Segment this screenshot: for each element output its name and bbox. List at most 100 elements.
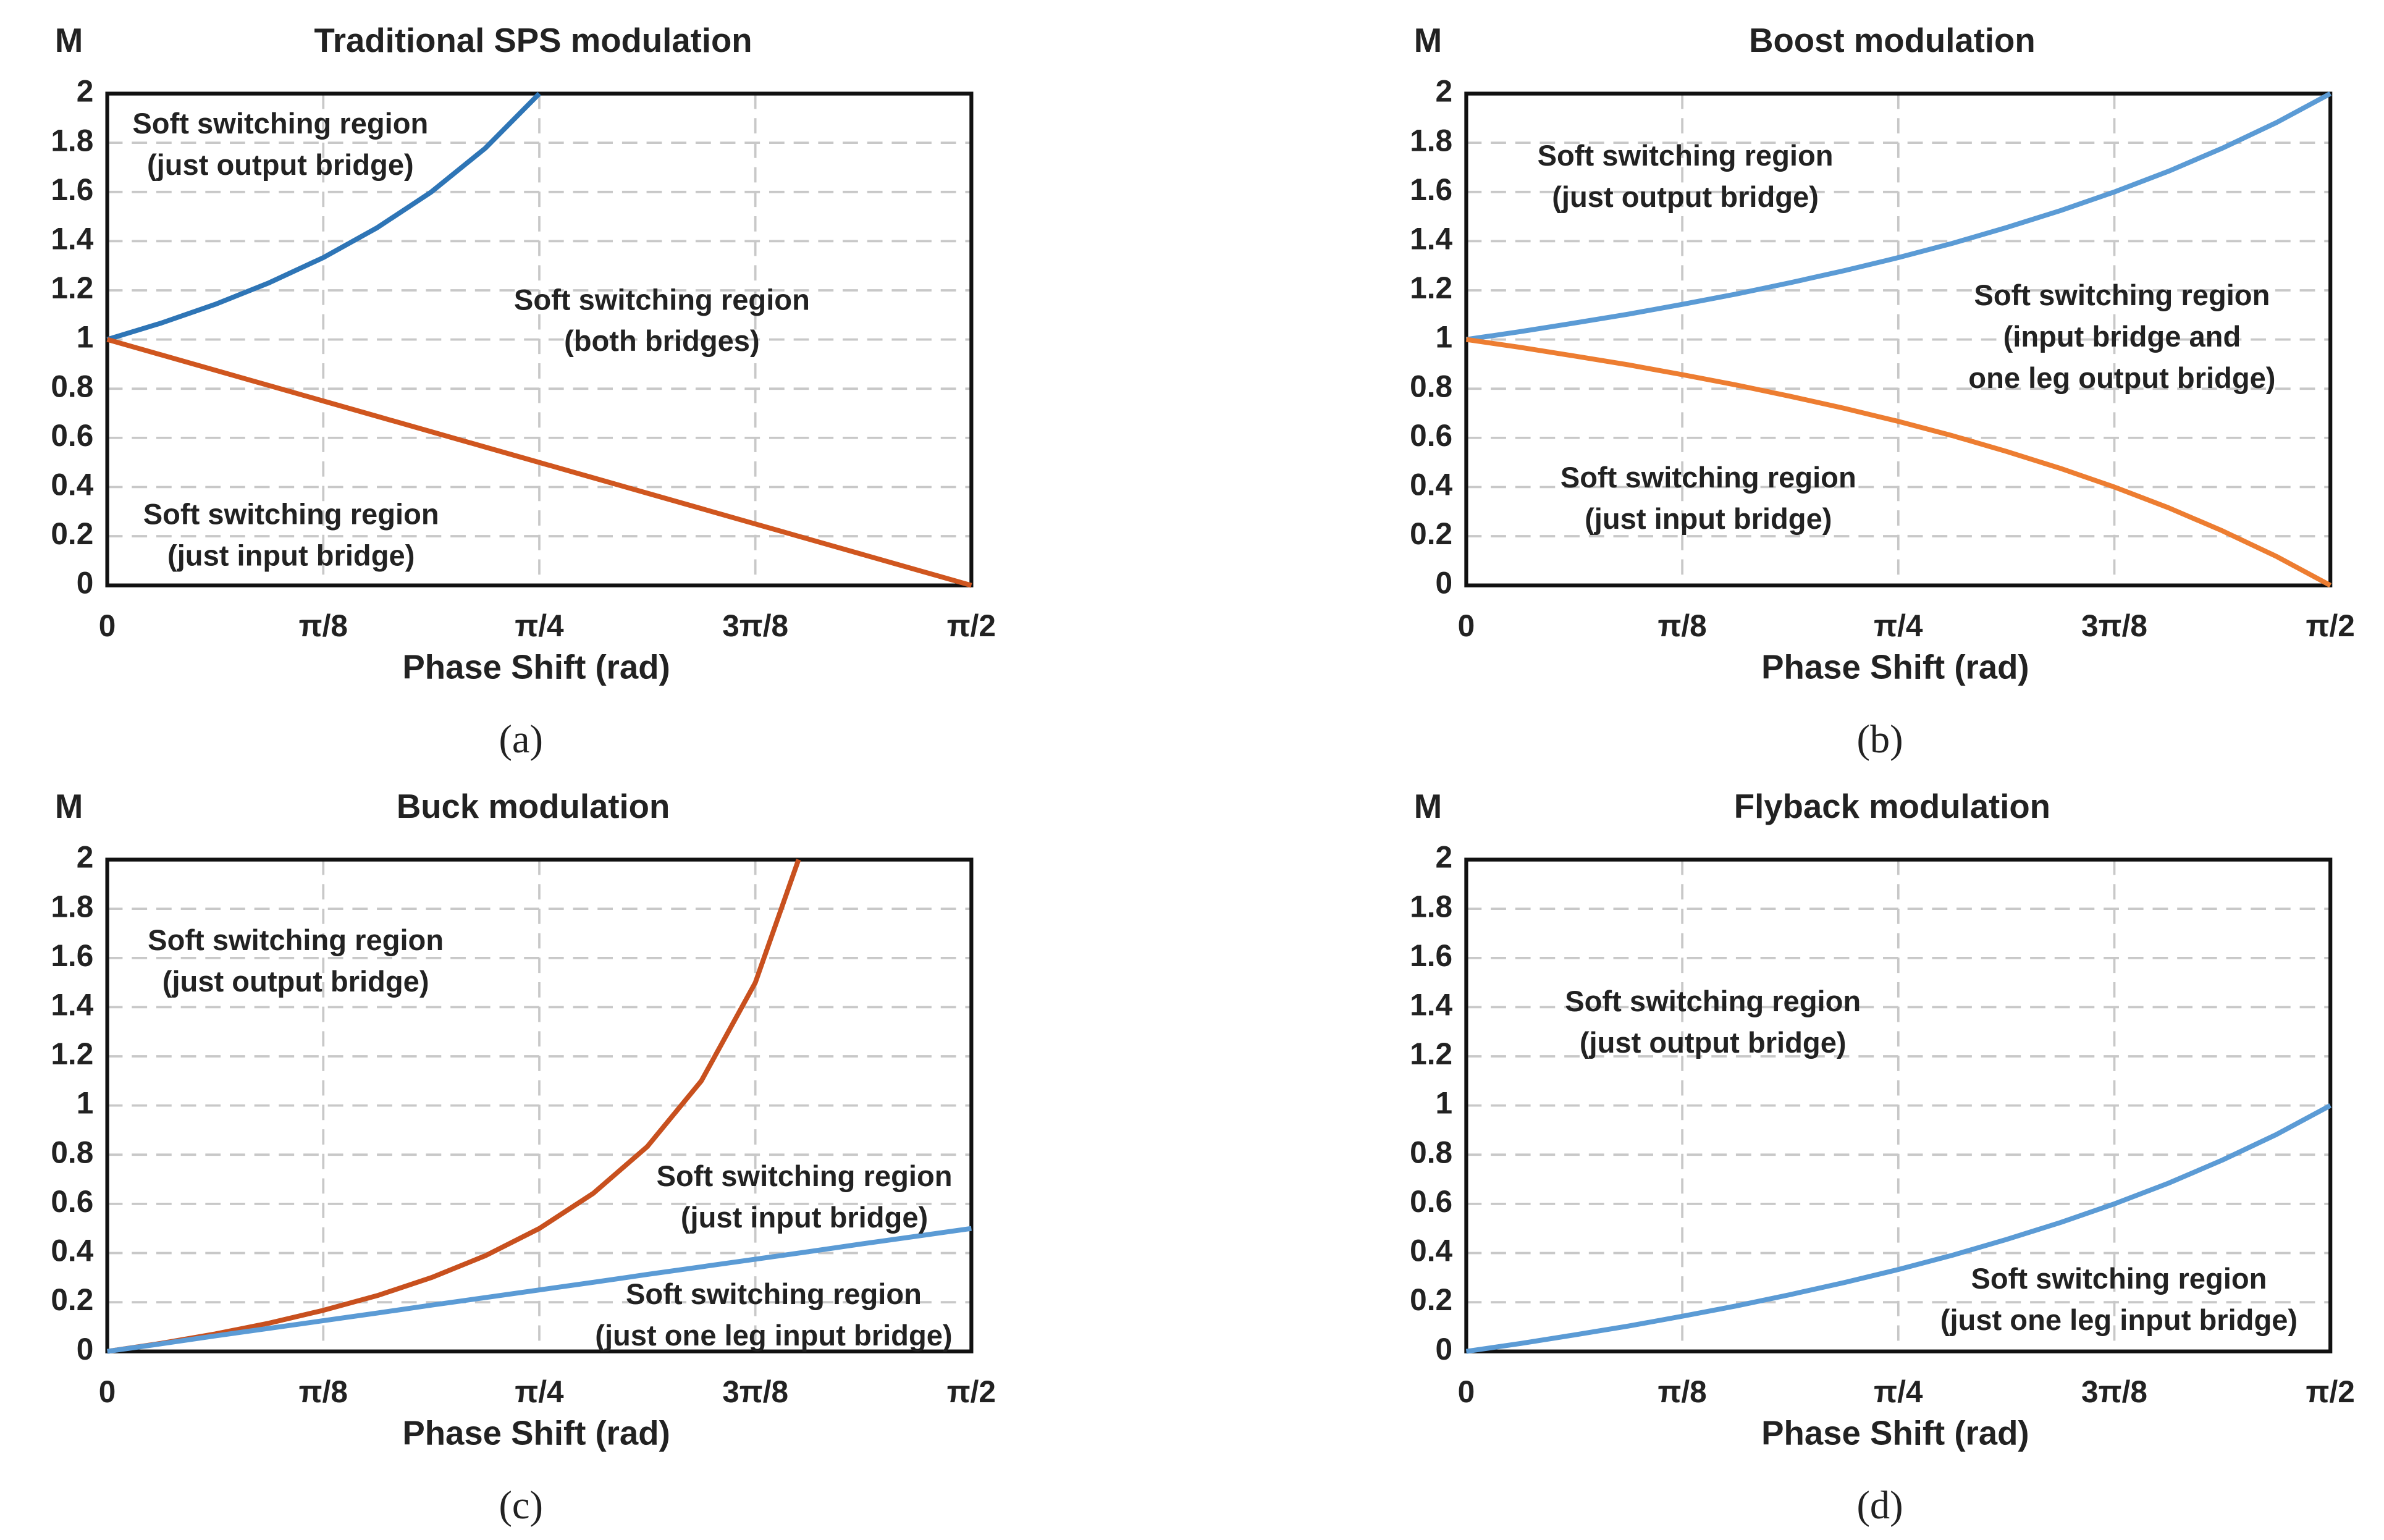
x-tick-label: π/4 xyxy=(1874,1374,1923,1409)
annotation: Soft switching region xyxy=(132,107,428,140)
x-tick-label: π/8 xyxy=(299,1374,348,1409)
series-line xyxy=(1465,1103,2332,1354)
y-tick-label: 1.2 xyxy=(51,1037,93,1071)
y-tick-label: 2 xyxy=(1436,74,1453,109)
annotation: Soft switching region xyxy=(626,1277,922,1310)
x-tick-label: 3π/8 xyxy=(722,1374,788,1409)
panel: 0 0.2 0.4 0.6 0.8 1 1.2 1.4 1.6 1.8 2 0 π/8 π/4 3π/8 π/… xyxy=(1410,22,2355,761)
y-tick-label: 1 xyxy=(77,320,94,355)
panel-label: (c) xyxy=(499,1483,543,1527)
series-line xyxy=(107,859,801,1354)
series-line xyxy=(1465,337,2332,588)
x-tick-label: 0 xyxy=(99,1374,116,1409)
y-tick-label: 1.2 xyxy=(1410,1037,1452,1071)
annotation: Soft switching region xyxy=(1561,461,1856,494)
annotation: Soft switching region xyxy=(1971,1262,2267,1295)
panel-label: (a) xyxy=(499,717,543,761)
y-tick-label: 2 xyxy=(77,74,94,109)
x-tick-label: π/2 xyxy=(2306,608,2355,643)
y-tick-label: 0.4 xyxy=(51,468,93,502)
y-tick-label: 1.4 xyxy=(1410,221,1452,256)
series-line xyxy=(1465,91,2332,342)
x-tick-label: 3π/8 xyxy=(2081,1374,2147,1409)
x-tick-label: π/4 xyxy=(1874,608,1923,643)
x-tick-label: 0 xyxy=(1458,608,1475,643)
y-tick-label: 0.6 xyxy=(1410,418,1452,453)
series-line xyxy=(107,1226,972,1354)
y-tick-label: 1.6 xyxy=(1410,172,1452,207)
y-tick-label: 1.8 xyxy=(51,123,93,158)
annotation: (just one leg input bridge) xyxy=(595,1319,952,1352)
x-tick-label: 0 xyxy=(1458,1374,1475,1409)
y-axis-label: M xyxy=(55,22,83,59)
y-tick-label: 0.8 xyxy=(51,1135,93,1169)
annotation: one leg output bridge) xyxy=(1968,361,2275,394)
y-axis-label: M xyxy=(55,788,83,825)
series-line xyxy=(106,91,541,342)
x-tick-label: π/2 xyxy=(2306,1374,2355,1409)
y-tick-label: 0.2 xyxy=(1410,1282,1452,1317)
x-tick-label: π/8 xyxy=(1657,608,1706,643)
y-tick-label: 1.6 xyxy=(51,172,93,207)
y-tick-label: 0 xyxy=(77,1332,94,1366)
annotation: (just output bridge) xyxy=(147,148,414,181)
annotation: (just output bridge) xyxy=(1580,1026,1847,1059)
y-tick-label: 0.6 xyxy=(51,1184,93,1219)
y-axis-label: M xyxy=(1414,22,1442,59)
annotation: Soft switching region xyxy=(514,283,810,316)
annotation: Soft switching region xyxy=(143,498,439,531)
y-tick-label: 1 xyxy=(1436,1086,1453,1121)
annotation: (just output bridge) xyxy=(1552,180,1819,213)
x-axis-label: Phase Shift (rad) xyxy=(402,648,670,686)
panel-label: (b) xyxy=(1856,717,1903,761)
annotation: (both bridges) xyxy=(564,324,760,357)
y-tick-label: 2 xyxy=(77,840,94,875)
y-tick-label: 0 xyxy=(77,566,94,600)
y-tick-label: 0 xyxy=(1436,1332,1453,1366)
panel-label: (d) xyxy=(1856,1483,1903,1527)
y-tick-label: 0.6 xyxy=(51,418,93,453)
y-tick-label: 0.4 xyxy=(51,1234,93,1268)
y-axis-label: M xyxy=(1414,788,1442,825)
annotation: (just input bridge) xyxy=(167,539,415,571)
annotation: (just output bridge) xyxy=(162,965,429,998)
panel: 0 0.2 0.4 0.6 0.8 1 1.2 1.4 1.6 1.8 2 0 π/8 π/4 3π/8 π/… xyxy=(51,788,996,1527)
y-tick-label: 1 xyxy=(77,1086,94,1121)
panel: 0 0.2 0.4 0.6 0.8 1 1.2 1.4 1.6 1.8 2 0 π/8 π/4 3π/8 π/… xyxy=(1410,788,2355,1527)
y-tick-label: 0.2 xyxy=(1410,516,1452,551)
annotation: (just one leg input bridge) xyxy=(1940,1303,2298,1336)
x-tick-label: π/2 xyxy=(947,608,996,643)
y-tick-label: 1.4 xyxy=(51,988,93,1022)
y-tick-label: 0.8 xyxy=(1410,369,1452,403)
y-tick-label: 1.2 xyxy=(51,271,93,305)
annotation: Soft switching region xyxy=(1974,279,2270,311)
y-tick-label: 0.4 xyxy=(1410,1234,1452,1268)
y-tick-label: 2 xyxy=(1436,840,1453,875)
annotation: Soft switching region xyxy=(148,924,444,956)
x-axis-label: Phase Shift (rad) xyxy=(1761,648,2029,686)
y-tick-label: 0.2 xyxy=(51,516,93,551)
y-tick-label: 0.6 xyxy=(1410,1184,1452,1219)
x-tick-label: π/8 xyxy=(1657,1374,1706,1409)
chart-title: Flyback modulation xyxy=(1734,788,2050,825)
annotation: (just input bridge) xyxy=(1585,502,1832,535)
y-tick-label: 1.8 xyxy=(51,889,93,924)
annotation: Soft switching region xyxy=(1565,985,1861,1017)
y-tick-label: 0.2 xyxy=(51,1282,93,1317)
annotation: (input bridge and xyxy=(2003,320,2241,353)
y-tick-label: 0.8 xyxy=(1410,1135,1452,1169)
series-line xyxy=(106,337,972,588)
y-tick-label: 0.4 xyxy=(1410,468,1452,502)
y-tick-label: 1.4 xyxy=(51,221,93,256)
y-tick-label: 1 xyxy=(1436,320,1453,355)
x-axis-label: Phase Shift (rad) xyxy=(1761,1415,2029,1452)
y-tick-label: 0 xyxy=(1436,566,1453,600)
x-tick-label: π/2 xyxy=(947,1374,996,1409)
plot-frame xyxy=(105,857,974,1353)
annotation: Soft switching region xyxy=(1538,139,1834,172)
annotation: (just input bridge) xyxy=(681,1201,928,1234)
x-tick-label: 0 xyxy=(99,608,116,643)
chart-title: Traditional SPS modulation xyxy=(314,22,752,59)
chart-title: Boost modulation xyxy=(1749,22,2036,59)
